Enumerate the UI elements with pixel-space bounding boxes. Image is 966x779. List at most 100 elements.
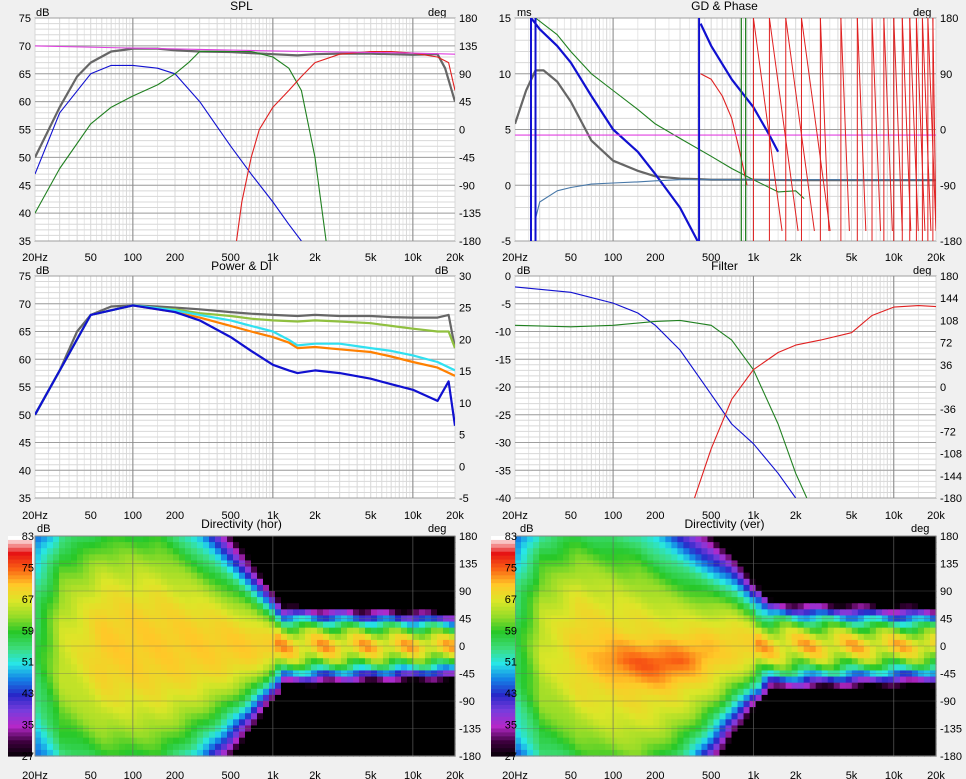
filter-x-tick: 50 bbox=[565, 510, 577, 522]
dir_hor-colorbar-tick: 27 bbox=[22, 751, 34, 763]
dir_ver-colorbar-tick: 67 bbox=[505, 594, 517, 606]
filter-left-tick: -35 bbox=[495, 465, 511, 477]
power-x-tick: 10k bbox=[404, 510, 422, 522]
gd-phase-slope-red bbox=[819, 18, 830, 232]
filter-x-tick: 20k bbox=[927, 510, 945, 522]
power-right-tick: -5 bbox=[459, 493, 469, 505]
filter-major-grid bbox=[515, 275, 936, 499]
dir_hor-frame bbox=[34, 535, 456, 757]
dir_ver-x-tick: 100 bbox=[604, 770, 622, 779]
dir_hor-right-tick: 90 bbox=[459, 586, 471, 598]
dir_ver-colorbar-tick: 59 bbox=[505, 625, 517, 637]
dir_hor-colorbar-tick: 59 bbox=[22, 625, 34, 637]
power-line-blue bbox=[35, 304, 455, 426]
dir_hor-x-tick: 5k bbox=[365, 770, 377, 779]
dir_hor-x-tick: 200 bbox=[166, 770, 184, 779]
filter-right-tick: -108 bbox=[940, 449, 962, 461]
dir_ver-x-tick: 10k bbox=[885, 770, 903, 779]
power-x-tick: 500 bbox=[222, 510, 240, 522]
spl-x-tick: 500 bbox=[222, 252, 240, 264]
dirver-left-unit: dB bbox=[520, 523, 534, 535]
gd-phase-slope-red bbox=[921, 18, 932, 232]
spl-right-tick: 0 bbox=[459, 125, 465, 137]
filter-chart: 0 -5 -10 -15 -20 -25 -30 -35 -40 180 144 108 72 36 0 -3… bbox=[495, 271, 962, 522]
dir_hor-colorbar-tick: 51 bbox=[22, 657, 34, 669]
power-x-tick: 20Hz bbox=[22, 510, 48, 522]
spl-line-grey bbox=[35, 47, 455, 158]
gd-right-tick: -90 bbox=[940, 180, 956, 192]
gd-x-tick: 500 bbox=[702, 252, 720, 264]
spl-line-green bbox=[35, 50, 327, 241]
power-di-panel: Power & DI dB dB 75 70 65 60 55 50 45 40 35 30 25 2… bbox=[0, 259, 483, 522]
gd-line-blue bbox=[699, 23, 780, 153]
gd-x-tick: 20k bbox=[927, 252, 945, 264]
power-right-tick: 0 bbox=[459, 461, 465, 473]
spl-left-unit: dB bbox=[36, 7, 50, 19]
power-left-tick: 45 bbox=[19, 438, 31, 450]
dir_ver-right-tick: -135 bbox=[940, 724, 962, 736]
gd-right-tick: -180 bbox=[940, 236, 962, 248]
gd-phase-slope-red bbox=[856, 18, 867, 232]
filter-x-tick: 5k bbox=[846, 510, 858, 522]
spl-x-tick: 50 bbox=[85, 252, 97, 264]
gd-line-blue bbox=[530, 18, 699, 241]
filter-right-tick: -72 bbox=[940, 426, 956, 438]
spl-left-tick: 55 bbox=[19, 125, 31, 137]
power-left-tick: 35 bbox=[19, 493, 31, 505]
spl-left-tick: 50 bbox=[19, 152, 31, 164]
dir_ver-right-tick: 45 bbox=[940, 614, 952, 626]
dir_hor-colorbar-tick: 43 bbox=[22, 688, 34, 700]
filter-right-unit: deg bbox=[913, 265, 932, 277]
gd-left-tick: 10 bbox=[499, 69, 511, 81]
dir_ver-colorbar-tick: 51 bbox=[505, 657, 517, 669]
gd-phase-slope-red bbox=[871, 18, 882, 232]
gd-left-tick: 0 bbox=[505, 180, 511, 192]
directivity-ver-panel: Directivity (ver) dB deg 180 135 90 45 0 -45 -… bbox=[483, 517, 966, 779]
gd-x-tick: 1k bbox=[748, 252, 760, 264]
power-left-tick: 65 bbox=[19, 327, 31, 339]
filter-series bbox=[515, 286, 936, 498]
power-left-tick: 40 bbox=[19, 465, 31, 477]
power-right-tick: 20 bbox=[459, 334, 471, 346]
filter-line-green bbox=[515, 319, 808, 498]
spl-right-tick: -45 bbox=[459, 152, 475, 164]
dir_ver-x-tick: 50 bbox=[565, 770, 577, 779]
dirver-right-unit: deg bbox=[911, 523, 930, 535]
power-right-unit: dB bbox=[435, 265, 449, 277]
directivity-ver-chart: 180 135 90 45 0 -45 -90 -135 -180 20Hz 50 100 200 500… bbox=[491, 531, 962, 779]
spl-right-tick: 180 bbox=[459, 13, 477, 25]
filter-left-tick: -10 bbox=[495, 327, 511, 339]
dir_hor-x-tick: 500 bbox=[222, 770, 240, 779]
spl-right-tick: 45 bbox=[459, 97, 471, 109]
spl-right-tick: 90 bbox=[459, 69, 471, 81]
dir_ver-right-tick: -90 bbox=[940, 696, 956, 708]
gd-phase-panel: GD & Phase ms deg 15 10 5 0 -5 180 90 0 -90 -180 2… bbox=[483, 0, 966, 264]
dir_hor-x-tick: 10k bbox=[404, 770, 422, 779]
filter-line-blue bbox=[515, 286, 797, 498]
power-x-tick: 20k bbox=[446, 510, 464, 522]
dir_hor-colorbar bbox=[8, 536, 32, 757]
filter-x-tick: 100 bbox=[604, 510, 622, 522]
gd-phase-slope-red bbox=[932, 18, 936, 232]
gd-x-tick: 5k bbox=[846, 252, 858, 264]
dir_ver-colorbar-tick: 75 bbox=[505, 562, 517, 574]
dir_ver-right-tick: -180 bbox=[940, 751, 962, 763]
spl-left-tick: 40 bbox=[19, 208, 31, 220]
dir_ver-right-tick: 180 bbox=[940, 531, 958, 543]
filter-right-tick: 0 bbox=[940, 382, 946, 394]
directivity-hor-chart: 180 135 90 45 0 -45 -90 -135 -180 20Hz 50 100 200 500… bbox=[8, 531, 481, 779]
dir_ver-colorbar-tick: 35 bbox=[505, 720, 517, 732]
power-line-grey bbox=[35, 304, 455, 416]
filter-right-tick: 72 bbox=[940, 338, 952, 350]
power-right-tick: 30 bbox=[459, 271, 471, 283]
power-x-tick: 2k bbox=[309, 510, 321, 522]
dir_ver-x-tick: 2k bbox=[790, 770, 802, 779]
spl-right-tick: -90 bbox=[459, 180, 475, 192]
dir_hor-right-tick: 180 bbox=[459, 531, 477, 543]
dir_ver-x-tick: 200 bbox=[646, 770, 664, 779]
dir_hor-x-tick: 100 bbox=[124, 770, 142, 779]
dir_hor-right-tick: 0 bbox=[459, 641, 465, 653]
filter-left-tick: -5 bbox=[501, 299, 511, 311]
